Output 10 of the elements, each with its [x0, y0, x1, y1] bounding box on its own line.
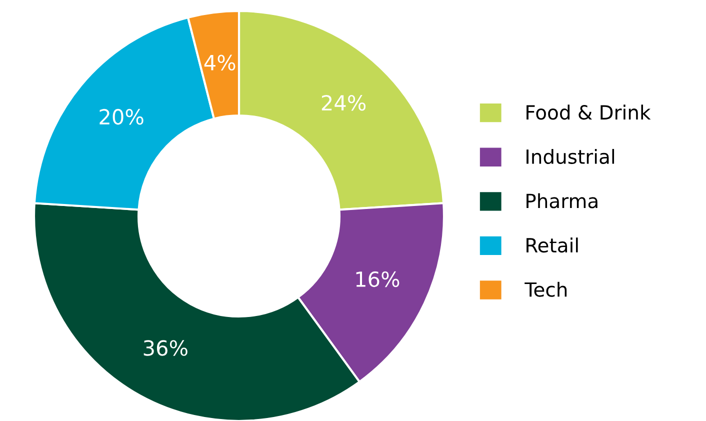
- legend-label: Retail: [526, 238, 578, 253]
- data-label: 24%: [322, 94, 366, 111]
- legend-label: Pharma: [526, 193, 598, 208]
- data-label: 16%: [356, 271, 400, 288]
- legend-label: Food & Drink: [526, 104, 651, 120]
- data-label: 20%: [100, 108, 144, 125]
- data-label: 36%: [144, 340, 188, 356]
- legend-label: Tech: [524, 282, 567, 297]
- legend-label: Industrial: [526, 148, 614, 164]
- data-label: 4%: [204, 54, 236, 71]
